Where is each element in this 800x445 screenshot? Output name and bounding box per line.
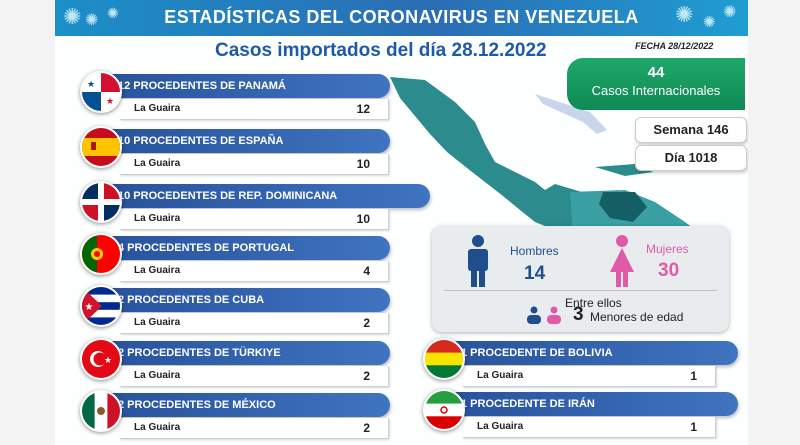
origin-title: 12 PROCEDENTES DE PANAMÁ	[90, 74, 390, 98]
page-title: ESTADÍSTICAS DEL CORONAVIRUS EN VENEZUEL…	[164, 7, 639, 27]
origin-title: 4 PROCEDENTES DE PORTUGAL	[90, 236, 390, 260]
panama-flag-icon: ★ ★	[80, 71, 122, 113]
place-label: La Guaira	[134, 213, 181, 224]
virus-icon: ✺	[85, 12, 99, 29]
case-count: 2	[363, 421, 370, 435]
place-label: La Guaira	[134, 317, 181, 328]
case-count: 10	[356, 157, 370, 171]
total-cases-value: 44	[647, 64, 665, 81]
minors-count: 3	[573, 304, 584, 325]
women-count: 30	[658, 260, 680, 281]
case-count: 1	[690, 369, 697, 383]
total-cases-badge: 44 Casos Internacionales	[567, 58, 745, 110]
men-label: Hombres	[510, 244, 559, 258]
origin-row: La Guaira 2	[120, 313, 389, 334]
mexico-flag-icon	[80, 390, 122, 432]
bolivia-flag-icon	[423, 338, 465, 380]
place-label: La Guaira	[134, 422, 181, 433]
origin-title: 2 PROCEDENTES DE MÉXICO	[90, 393, 390, 417]
infographic: ✺ ✺ ✺ ESTADÍSTICAS DEL CORONAVIRUS EN VE…	[55, 0, 748, 445]
origin-row: La Guaira 4	[120, 261, 389, 282]
among-them-label: Entre ellos	[565, 296, 622, 310]
dominican-republic-flag-icon	[80, 181, 122, 223]
place-label: La Guaira	[134, 265, 181, 276]
origin-row: La Guaira 12	[120, 99, 389, 120]
place-label: La Guaira	[134, 370, 181, 381]
case-count: 10	[356, 212, 370, 226]
iran-flag-icon	[423, 389, 465, 431]
place-label: La Guaira	[477, 370, 524, 381]
minors-label: Menores de edad	[590, 310, 684, 324]
origin-title: 2 PROCEDENTES DE TÜRKIYE	[90, 341, 390, 365]
total-cases-label: Casos Internacionales	[591, 83, 721, 98]
women-label: Mujeres	[646, 242, 689, 256]
venezuela-shape	[599, 192, 647, 222]
gender-panel: Hombres 14 Mujeres 30 Entre ellos 3 Meno…	[432, 226, 729, 332]
case-count: 2	[363, 316, 370, 330]
origin-title: 1 PROCEDENTE DE IRÁN	[433, 392, 738, 416]
report-date: FECHA 28/12/2022	[635, 41, 714, 51]
subtitle: Casos importados del día 28.12.2022	[215, 40, 547, 61]
svg-text:★: ★	[87, 79, 95, 89]
turkey-flag-icon: ★	[80, 338, 122, 380]
portugal-flag-icon	[80, 233, 122, 275]
case-count: 12	[356, 102, 370, 116]
case-count: 1	[690, 420, 697, 434]
male-icon	[468, 235, 488, 287]
virus-icon: ✺	[63, 4, 82, 29]
origin-row: La Guaira 10	[120, 154, 389, 175]
place-label: La Guaira	[134, 158, 181, 169]
virus-icon: ✺	[107, 5, 119, 21]
origin-title: 2 PROCEDENTES DE CUBA	[90, 288, 390, 312]
place-label: La Guaira	[134, 103, 181, 114]
female-icon	[610, 235, 634, 287]
origin-title: 10 PROCEDENTES DE REP. DOMINICANA	[90, 184, 430, 208]
week-badge: Semana 146	[635, 117, 747, 143]
case-count: 4	[363, 264, 370, 278]
children-icon	[527, 306, 561, 324]
day-badge: Día 1018	[635, 145, 747, 171]
origin-row: La Guaira 2	[120, 366, 389, 387]
origin-row: La Guaira 1	[463, 417, 716, 438]
origin-title: 1 PROCEDENTE DE BOLIVIA	[433, 341, 738, 365]
divider	[444, 290, 717, 291]
origin-row: La Guaira 10	[120, 209, 389, 230]
origin-row: La Guaira 1	[463, 366, 716, 387]
case-count: 2	[363, 369, 370, 383]
spain-flag-icon	[80, 126, 122, 168]
place-label: La Guaira	[477, 421, 524, 432]
cuba-flag-icon: ★	[80, 285, 122, 327]
virus-icon: ✺	[703, 14, 716, 31]
virus-icon: ✺	[723, 4, 737, 21]
origin-title: 10 PROCEDENTES DE ESPAÑA	[90, 129, 390, 153]
virus-icon: ✺	[675, 2, 694, 27]
svg-text:★: ★	[106, 96, 114, 106]
header-banner: ✺ ✺ ✺ ESTADÍSTICAS DEL CORONAVIRUS EN VE…	[55, 0, 748, 36]
svg-text:★: ★	[104, 355, 112, 365]
svg-text:★: ★	[85, 302, 94, 313]
airplane-icon	[535, 94, 607, 134]
origin-row: La Guaira 2	[120, 418, 389, 439]
men-count: 14	[524, 263, 546, 284]
